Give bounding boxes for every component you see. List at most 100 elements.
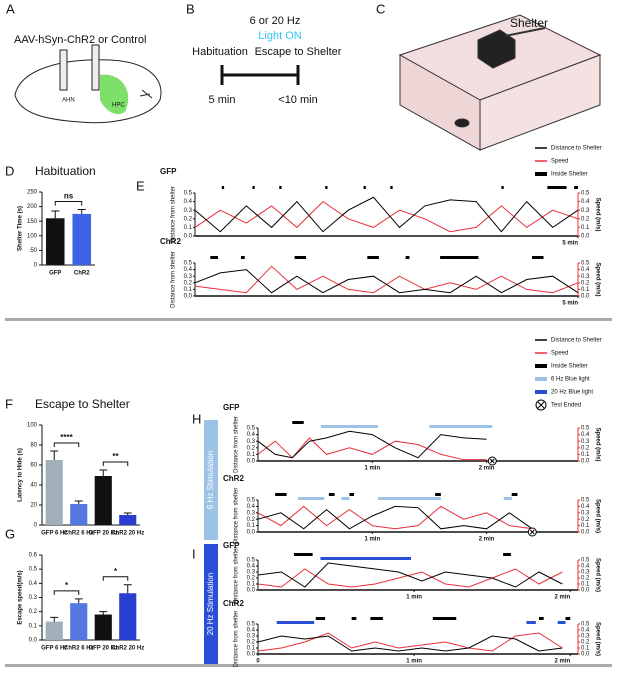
y2-axis-label: Speed (m/s) [594,427,600,461]
y2-tick-label: 0.5 [581,622,590,628]
significance-label: **** [60,433,73,442]
shelter-bar [501,186,504,189]
y2-tick-label: 0.4 [581,199,590,205]
y2-tick-label: 0.5 [581,558,590,564]
shelter-bar [240,256,245,259]
y-tick-label: 0.3 [247,634,256,640]
y-tick-label: 0.1 [247,646,256,652]
significance-bracket [54,201,83,206]
y-tick-label: 0.2 [29,609,38,615]
light-bar [320,557,411,560]
shelter-bar [279,186,282,189]
shelter-bar [252,186,255,189]
shelter-bar [511,493,518,496]
error-bar [99,469,108,476]
bar [70,603,88,640]
shelter-bar [210,256,218,259]
significance-label: * [65,581,69,590]
error-bar [74,500,83,504]
y-axis-label: Latency to Hide (s) [18,448,24,502]
y-tick-label: 0.2 [247,517,256,523]
x-tick-label: 1 min [364,537,380,543]
y-axis-label: Distance from shelter [234,547,240,604]
y-tick-label: 0.3 [184,274,193,280]
significance-label: ** [112,452,119,461]
y2-tick-label: 0.2 [581,517,590,523]
error-bar [123,584,132,594]
bar [72,213,92,265]
y2-tick-label: 0.4 [581,504,590,510]
y2-tick-label: 0.2 [581,216,590,222]
x-tick-label: 2 min [555,659,571,665]
y2-tick-label: 0.0 [581,530,590,536]
y-tick-label: 0.4 [29,581,38,587]
bar [70,504,88,525]
shelter-bar [405,256,410,259]
side-bar [204,420,218,540]
shelter-bar [325,186,328,189]
shelter-bar [503,553,511,556]
light-bar [341,497,350,500]
shelter-bar [538,617,544,620]
trace-line [194,200,579,233]
y-tick-label: 0.0 [247,652,256,658]
error-bar [50,450,59,460]
chart-title: ChR2 [160,237,181,246]
bar [94,614,112,640]
side-label: 6 Hz Stimulation [206,451,215,509]
y2-axis-label: Speed (m/s) [594,499,600,533]
y2-tick-label: 0.1 [581,287,590,293]
y2-tick-label: 0.1 [581,452,590,458]
y-tick-label: 0.5 [247,558,256,564]
y2-tick-label: 0.4 [581,564,590,570]
y2-tick-label: 0.4 [581,267,590,273]
significance-label: * [114,567,118,576]
legend-label: Inside Shelter [551,172,588,178]
light-bar [429,425,493,428]
light-bar [320,425,378,428]
panel-label: D [5,163,14,178]
shelter-bar [367,256,379,259]
bar [119,593,137,640]
chart-title: ChR2 [223,599,244,608]
y-tick-label: 0.3 [247,439,256,445]
arena-drawing [398,14,602,151]
duration: <10 min [278,94,317,106]
y-tick-label: 0.1 [184,287,193,293]
y2-axis-label: Speed (m/s) [594,197,600,231]
panel-label: B [186,1,195,16]
y-tick-label: 0.5 [247,426,256,432]
y2-tick-label: 0.1 [581,646,590,652]
panel-label: I [192,546,196,561]
legend-swatch [535,377,547,381]
significance-bracket [102,576,129,581]
y2-tick-label: 0.5 [581,191,590,197]
y-tick-label: 0.1 [247,452,256,458]
shelter-bar [349,493,354,496]
shelter-bar [532,256,544,259]
error-bar [74,598,83,604]
panel-label: C [376,1,385,16]
light-bar [298,497,325,500]
y-tick-label: 0.3 [184,208,193,214]
y-tick-label: 150 [27,219,38,225]
shelter-bar [275,493,287,496]
duration: 5 min [209,94,236,106]
panel-label: A [6,1,15,16]
trace-line [194,265,579,294]
y-tick-label: 40 [30,483,37,489]
side-bar [204,544,218,664]
error-bar [77,209,86,214]
y-tick-label: 0.1 [247,523,256,529]
y-tick-label: 0.2 [247,445,256,451]
chart-title: Habituation [35,164,96,178]
y-axis-label: Distance from shelter [171,186,177,243]
shelter-bar [547,186,567,189]
shelter-bar [432,617,457,620]
panel-label: H [192,411,201,426]
x-tick-label: ChR2 20 Hz [111,531,144,537]
trace-line [257,505,533,530]
light-on: Light ON [258,30,301,42]
x-tick-label: 1 min [406,595,422,601]
